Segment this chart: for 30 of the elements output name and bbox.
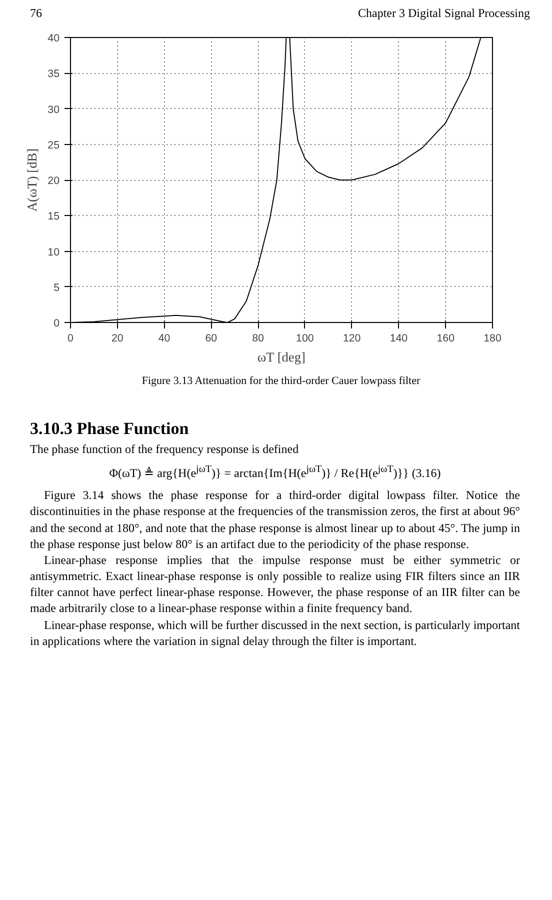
y-tick-label: 20	[48, 175, 60, 188]
y-axis-title: A(ωT) [dB]	[24, 148, 40, 212]
text: 3.10.3 Phase Function	[30, 418, 190, 440]
text: Figure 3.13 Attenuation for the third-order Cauer lowpass filter	[140, 374, 422, 390]
y-tick-label: 25	[48, 140, 60, 152]
text: Linear-phase response, which will be further discussed in the next section, is particularly important in applications where the variation in signal delay through the filter is important.	[30, 616, 520, 650]
caption: Figure 3.14 shows the phase response for a third-order digital lowpass filter. Notice the discontinuities in the phase response at the frequencies of the transmission zeros, the first at about 96° and the second at 180°, and note that the phase response is almost linear up to about 45°. The jump in the phase response just below 80° is an artifact due to the periodicity of the phase response.	[30, 487, 520, 552]
x-tick-label: 160	[436, 332, 455, 345]
y-tick-label: 30	[48, 104, 60, 116]
text: 76	[30, 5, 42, 22]
x-tick-label: 80	[252, 332, 264, 345]
x-tick-label: 40	[158, 332, 170, 345]
x-tick-label: 20	[111, 332, 124, 345]
text: Φ(ωT) ≜ arg{H(e$^{jωT}$)} = arctan{Im{H(e$^{jωT}$)} / Re{H(e$^{jωT}$)}} (3.16)	[108, 462, 442, 482]
y-tick-label: 5	[54, 282, 60, 294]
x-tick-label: 140	[390, 332, 408, 345]
text: Linear-phase response implies that the impulse response must be either symmetric or antisymmetric. Exact linear-phase response is only possible to realize using FIR filters since an IIR filter cannot have perfect linear-phase response. However, the phase response of an IIR filter can be made arbitrarily close to a linear-phase response within a finite frequency band.	[30, 552, 520, 617]
y-tick-label: 0	[54, 318, 60, 330]
x-tick-label: 180	[484, 332, 502, 345]
y-tick-label: 10	[48, 246, 60, 258]
text: The phase function of the frequency response is defined	[30, 440, 300, 457]
y-tick-label: 35	[48, 68, 60, 80]
x-tick-label: 120	[342, 332, 361, 345]
x-tick-label: 60	[205, 332, 218, 345]
y-tick-label: 15	[48, 210, 60, 223]
text: Chapter 3 Digital Signal Processing	[358, 5, 530, 22]
x-tick-label: 100	[296, 332, 314, 345]
x-axis-title: ωT [deg]	[257, 350, 306, 365]
y-tick-label: 40	[48, 32, 60, 45]
x-tick-label: 0	[68, 332, 74, 345]
